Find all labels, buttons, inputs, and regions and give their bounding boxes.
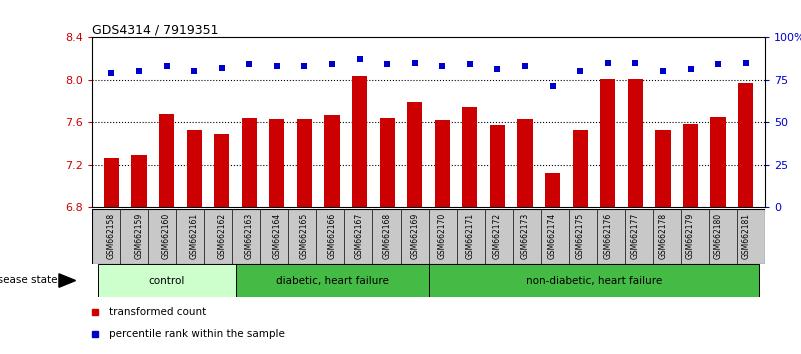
Text: GDS4314 / 7919351: GDS4314 / 7919351	[92, 23, 219, 36]
Point	[739, 60, 752, 65]
Point	[380, 62, 393, 67]
Point	[491, 67, 504, 72]
Text: GSM662178: GSM662178	[658, 213, 667, 259]
Bar	[517, 119, 533, 207]
Text: GSM662173: GSM662173	[521, 213, 529, 259]
Bar	[297, 119, 312, 207]
Bar	[187, 130, 202, 207]
Text: GSM662179: GSM662179	[686, 213, 695, 259]
Text: GSM662171: GSM662171	[465, 213, 474, 259]
Text: GSM662159: GSM662159	[135, 213, 143, 259]
Point	[133, 68, 146, 74]
Point	[602, 60, 614, 65]
Text: GSM662163: GSM662163	[245, 213, 254, 259]
Bar	[462, 107, 477, 207]
Text: GSM662181: GSM662181	[741, 213, 751, 259]
Text: disease state: disease state	[0, 275, 57, 285]
Bar	[269, 119, 284, 207]
Point	[215, 65, 228, 70]
Bar	[380, 118, 395, 207]
Bar	[92, 209, 765, 264]
Point	[298, 63, 311, 69]
Bar	[214, 134, 229, 207]
Text: transformed count: transformed count	[109, 307, 206, 318]
Point	[518, 63, 531, 69]
Text: percentile rank within the sample: percentile rank within the sample	[109, 329, 285, 339]
Text: GSM662165: GSM662165	[300, 213, 309, 259]
Bar	[429, 264, 759, 297]
Text: GSM662177: GSM662177	[631, 213, 640, 259]
Text: control: control	[148, 275, 185, 286]
Text: GSM662164: GSM662164	[272, 213, 281, 259]
Bar	[683, 124, 698, 207]
Point	[160, 63, 173, 69]
Text: GSM662167: GSM662167	[355, 213, 364, 259]
Text: GSM662168: GSM662168	[383, 213, 392, 259]
Text: non-diabetic, heart failure: non-diabetic, heart failure	[526, 275, 662, 286]
Point	[187, 68, 200, 74]
Bar	[628, 79, 643, 207]
Bar	[242, 118, 257, 207]
Bar	[655, 130, 670, 207]
Bar	[235, 264, 429, 297]
Point	[711, 62, 724, 67]
Point	[546, 84, 559, 89]
Bar	[352, 76, 367, 207]
Text: GSM662161: GSM662161	[190, 213, 199, 259]
Point	[105, 70, 118, 76]
Text: GSM662169: GSM662169	[410, 213, 419, 259]
Bar	[600, 79, 615, 207]
Text: GSM662158: GSM662158	[107, 213, 116, 259]
Bar	[435, 120, 450, 207]
Bar	[545, 173, 560, 207]
Text: GSM662162: GSM662162	[217, 213, 226, 259]
Point	[574, 68, 586, 74]
Text: GSM662174: GSM662174	[548, 213, 557, 259]
Bar	[738, 83, 753, 207]
Bar	[131, 155, 147, 207]
Point	[326, 62, 339, 67]
Point	[629, 60, 642, 65]
Point	[243, 62, 256, 67]
Bar	[324, 115, 340, 207]
Bar	[98, 264, 235, 297]
Text: GSM662160: GSM662160	[162, 213, 171, 259]
Text: GSM662172: GSM662172	[493, 213, 502, 259]
Point	[353, 56, 366, 62]
Text: GSM662180: GSM662180	[714, 213, 723, 259]
Point	[464, 62, 477, 67]
Polygon shape	[59, 274, 75, 287]
Text: GSM662166: GSM662166	[328, 213, 336, 259]
Bar	[490, 125, 505, 207]
Point	[684, 67, 697, 72]
Bar	[573, 130, 588, 207]
Bar	[104, 158, 119, 207]
Point	[657, 68, 670, 74]
Text: GSM662170: GSM662170	[438, 213, 447, 259]
Point	[271, 63, 284, 69]
Text: GSM662175: GSM662175	[576, 213, 585, 259]
Point	[409, 60, 421, 65]
Bar	[710, 117, 726, 207]
Text: GSM662176: GSM662176	[603, 213, 612, 259]
Bar	[159, 114, 174, 207]
Bar	[407, 102, 422, 207]
Point	[436, 63, 449, 69]
Text: diabetic, heart failure: diabetic, heart failure	[276, 275, 388, 286]
